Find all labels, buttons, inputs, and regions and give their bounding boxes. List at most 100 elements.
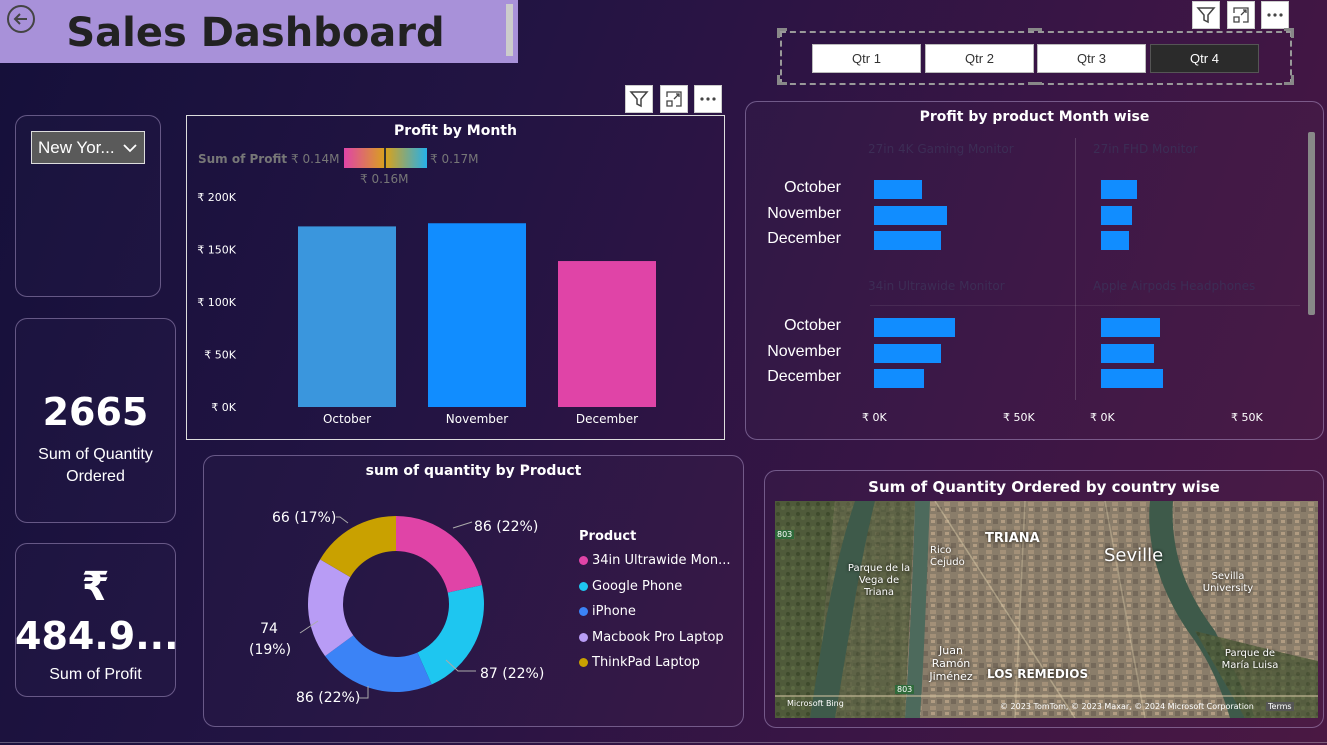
profit-legend-gradient	[344, 148, 427, 168]
donut-slice-3	[308, 559, 354, 657]
sm-bar[interactable]	[1101, 318, 1160, 337]
sm-axis-tick-right-50: ₹ 50K	[1231, 411, 1263, 424]
quarter-button-q4[interactable]: Qtr 4	[1150, 44, 1259, 73]
sm-bar[interactable]	[874, 369, 925, 388]
profit-legend-max: ₹ 0.17M	[430, 152, 479, 166]
city-slicer-card	[15, 115, 161, 297]
resize-handle[interactable]	[1028, 28, 1042, 31]
map-card	[764, 470, 1324, 728]
legend-item[interactable]: Google Phone	[579, 579, 682, 594]
sm-bar[interactable]	[874, 318, 956, 337]
profit-by-product-title: Profit by product Month wise	[919, 109, 1150, 125]
sm-bar[interactable]	[1101, 180, 1138, 199]
sm-month-label: November	[767, 204, 841, 222]
resize-handle[interactable]	[777, 28, 780, 38]
back-arrow-icon[interactable]	[6, 4, 36, 34]
profit-by-month-chart: ₹ 0K ₹ 50K ₹ 100K ₹ 150K ₹ 200K October Novemb…	[197, 191, 656, 426]
map-view[interactable]: TRIANA Seville Rico Cejudo Parque de la …	[775, 501, 1318, 718]
kpi-quantity-label: Sum of Quantity Ordered	[38, 446, 153, 485]
sm-month-label: December	[767, 368, 841, 385]
legend-item[interactable]: iPhone	[579, 604, 636, 619]
map-place-label: Seville	[1104, 545, 1164, 566]
sm-month-label: November	[767, 342, 841, 360]
header-scrollbar[interactable]	[506, 4, 513, 56]
y-tick-label: ₹ 200K	[197, 191, 236, 204]
sm-bar[interactable]	[1101, 343, 1155, 363]
filter-button[interactable]	[625, 85, 653, 113]
page-title: Sales Dashboard	[58, 10, 453, 56]
sm-bar[interactable]	[1101, 205, 1132, 225]
bar-december	[558, 261, 656, 407]
legend-dot	[579, 658, 588, 667]
quarter-button-q2[interactable]: Qtr 2	[925, 44, 1034, 73]
map-terms-link[interactable]: Terms	[1266, 702, 1294, 711]
filter-button[interactable]	[1192, 1, 1220, 29]
resize-handle[interactable]	[1291, 75, 1294, 85]
more-options-button[interactable]	[1261, 1, 1289, 29]
resize-handle[interactable]	[777, 28, 787, 31]
resize-handle[interactable]	[1291, 28, 1294, 38]
resize-handle[interactable]	[1284, 82, 1294, 85]
kpi-profit-label: Sum of Profit	[49, 666, 142, 683]
map-imagery	[775, 501, 1318, 718]
sm-bar[interactable]	[874, 343, 942, 363]
y-tick-label: ₹ 0K	[211, 401, 236, 414]
sm-bar[interactable]	[874, 205, 947, 225]
map-place-label: Rico Cejudo	[930, 545, 965, 568]
resize-handle[interactable]	[1284, 28, 1294, 31]
sm-bar[interactable]	[1101, 231, 1129, 250]
sm-month-label: December	[767, 230, 841, 247]
city-dropdown[interactable]: New Yor...	[31, 131, 145, 164]
resize-handle[interactable]	[777, 75, 780, 85]
small-multiples-scrollbar[interactable]	[1308, 132, 1315, 315]
legend-item[interactable]: ThinkPad Laptop	[579, 655, 700, 670]
sm-month-label: October	[784, 317, 841, 334]
slice-label-thinkpad: 66 (17%)	[272, 510, 337, 526]
slice-label-macbook: 74 (19%)	[249, 621, 292, 658]
map-place-label: TRIANA	[985, 531, 1040, 546]
sm-axis-tick-right-0: ₹ 0K	[1090, 411, 1115, 424]
legend-item[interactable]: Macbook Pro Laptop	[579, 630, 724, 645]
map-attribution-left: Microsoft Bing	[787, 699, 844, 708]
resize-handle[interactable]	[1028, 82, 1042, 85]
sm-axis-tick-left-50: ₹ 50K	[1003, 411, 1035, 424]
more-options-icon	[700, 97, 716, 101]
profit-legend-min: ₹ 0.14M	[291, 152, 340, 166]
focus-mode-button[interactable]	[660, 85, 688, 113]
map-place-label: Sevilla University	[1202, 571, 1254, 594]
map-place-label: Parque de María Luisa	[1221, 648, 1279, 671]
sm-bar[interactable]	[874, 231, 942, 250]
legend-dot	[579, 581, 588, 591]
sm-month-label: October	[784, 179, 841, 196]
map-attribution-right: © 2023 TomTom, © 2023 Maxar, © 2024 Micr…	[1000, 702, 1254, 711]
profit-legend-label: Sum of Profit	[198, 152, 288, 166]
kpi-quantity-card	[15, 318, 176, 523]
resize-handle[interactable]	[777, 82, 787, 85]
map-place-label: Parque de la Vega de Triana	[847, 563, 911, 598]
profit-by-month-title: Profit by Month	[394, 123, 517, 139]
kpi-quantity-value: 2665	[42, 390, 149, 434]
focus-mode-button[interactable]	[1227, 1, 1255, 29]
map-road-label: 803	[775, 530, 795, 539]
x-tick-label: November	[446, 412, 508, 426]
quarter-button-q3[interactable]: Qtr 3	[1037, 44, 1146, 73]
chevron-down-icon	[123, 144, 137, 153]
map-place-label: LOS REMEDIOS	[987, 667, 1089, 681]
donut-slice-1	[417, 585, 484, 685]
small-multiples-divider	[870, 305, 1300, 306]
sm-bar[interactable]	[874, 180, 922, 199]
more-options-button[interactable]	[694, 85, 722, 113]
bar-november	[428, 223, 526, 407]
sm-panel-title: Apple Airpods Headphones	[1093, 279, 1256, 293]
quarter-button-q1[interactable]: Qtr 1	[812, 44, 921, 73]
y-tick-label: ₹ 100K	[197, 296, 236, 309]
legend-label: 34in Ultrawide Mon...	[592, 553, 731, 568]
map-title: Sum of Quantity Ordered by country wise	[868, 478, 1220, 496]
sm-panel-title: 27in FHD Monitor	[1093, 142, 1198, 156]
sm-panel-title: 27in 4K Gaming Monitor	[868, 142, 1014, 156]
more-options-icon	[1267, 13, 1283, 17]
sm-axis-tick-left-0: ₹ 0K	[862, 411, 887, 424]
legend-item[interactable]: 34in Ultrawide Mon...	[579, 553, 731, 568]
profit-by-month-card[interactable]	[186, 115, 725, 440]
sm-bar[interactable]	[1101, 369, 1163, 388]
